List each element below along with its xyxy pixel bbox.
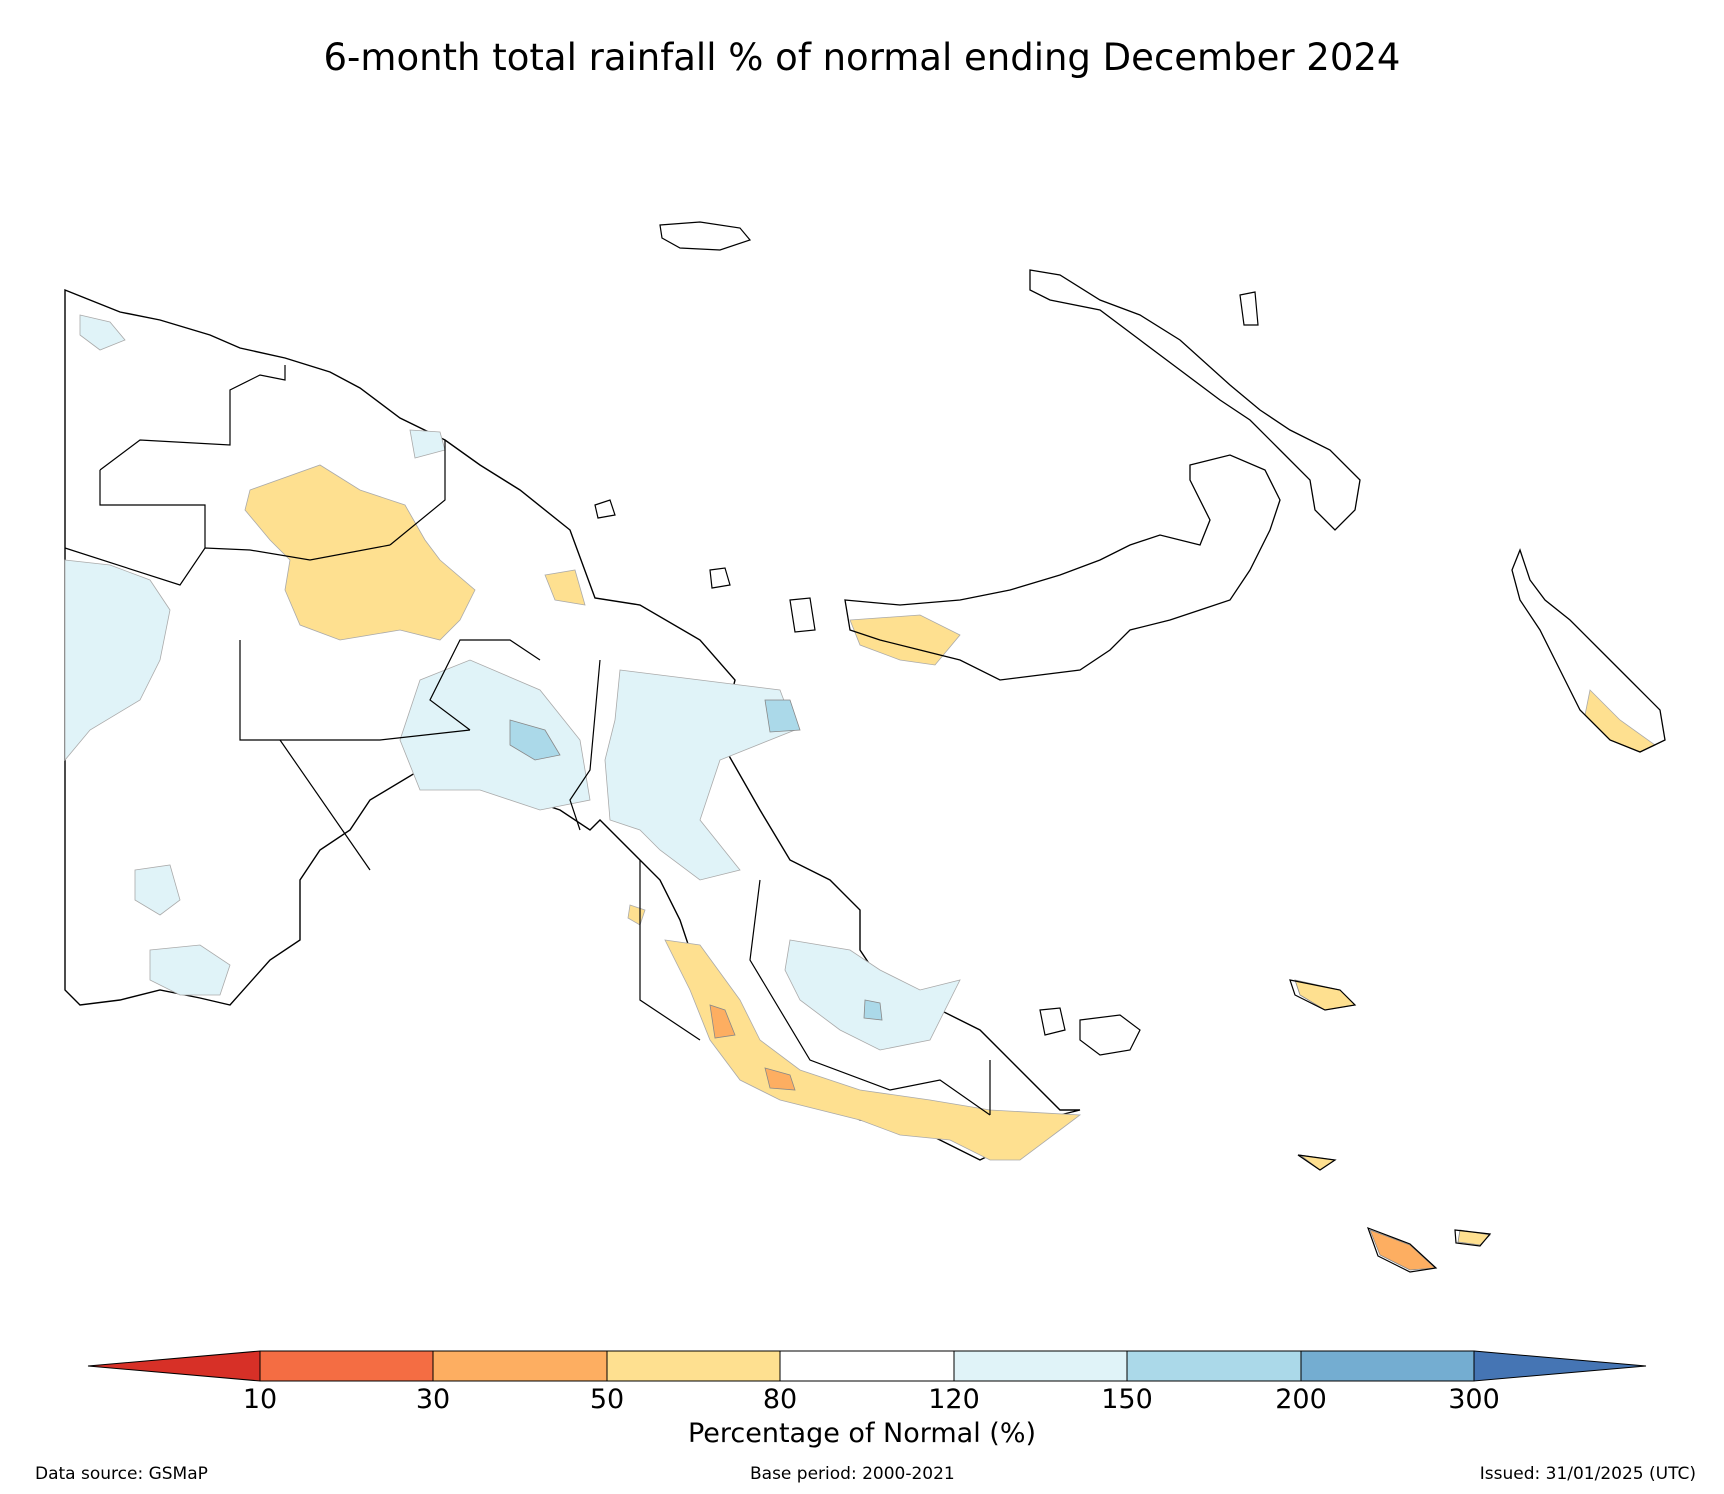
very-wet-area-2	[764, 699, 801, 733]
dry-area-east-coast	[664, 939, 1082, 1161]
very-dry-area-2	[764, 1067, 796, 1091]
very-wet-area-3	[863, 999, 883, 1021]
island-karkar	[594, 499, 616, 519]
wet-area-top-left	[79, 314, 126, 351]
colorbar-tick: 300	[1448, 1384, 1500, 1415]
new-ireland-outline	[1029, 269, 1361, 531]
wet-area-north-coast	[604, 669, 796, 881]
colorbar-bin-10-30	[259, 1350, 434, 1382]
colorbar-tick: 10	[242, 1384, 278, 1415]
wet-area-central	[399, 659, 591, 811]
bougainville-outline	[1511, 548, 1666, 753]
island-feni	[1239, 291, 1259, 326]
wet-area-south	[149, 944, 231, 996]
colorbar-tick: 200	[1275, 1384, 1327, 1415]
base-period: Base period: 2000-2021	[750, 1464, 955, 1484]
wet-area-southwest	[134, 864, 181, 916]
colorbar-bin-120-150	[953, 1350, 1128, 1382]
island-tagula	[1366, 1226, 1438, 1273]
manus-outline	[659, 221, 752, 251]
map-title: 6-month total rainfall % of normal endin…	[323, 36, 1401, 79]
colorbar-tick: 50	[589, 1384, 625, 1415]
colorbar-tick: 30	[415, 1384, 451, 1415]
colorbar-bin-above-300	[1473, 1350, 1647, 1382]
dry-area-small-1	[544, 569, 586, 606]
island-fergusson	[1079, 1014, 1141, 1056]
colorbar-bin-200-300	[1300, 1350, 1475, 1382]
colorbar-bin-50-80	[606, 1350, 781, 1382]
island-rossel	[1454, 1229, 1492, 1247]
dry-area-highlands	[244, 464, 476, 641]
colorbar-label: Percentage of Normal (%)	[687, 1418, 1037, 1449]
very-wet-area-1	[509, 719, 561, 761]
province-boundaries	[64, 365, 991, 1116]
colorbar-tick: 120	[928, 1384, 980, 1415]
island-goodenough	[1039, 1007, 1066, 1036]
data-source: Data source: GSMaP	[35, 1464, 208, 1484]
wet-area-west	[64, 559, 171, 762]
new-britain-outline	[844, 454, 1281, 681]
issued-date: Issued: 31/01/2025 (UTC)	[1479, 1464, 1696, 1484]
colorbar-bin-below-10	[87, 1350, 261, 1382]
colorbar-bin-30-50	[432, 1350, 608, 1382]
island-umboi	[789, 597, 816, 633]
wet-area-southeast	[784, 939, 961, 1051]
colorbar-tick: 150	[1101, 1384, 1153, 1415]
very-dry-area-1	[709, 1004, 736, 1039]
island-long	[709, 567, 731, 589]
very-dry-area-3	[1369, 1229, 1436, 1271]
colorbar-bin-80-120	[779, 1350, 955, 1382]
island-misima	[1297, 1154, 1337, 1171]
colorbar-tick: 80	[762, 1384, 798, 1415]
island-woodlark	[1289, 979, 1357, 1011]
colorbar-bin-150-200	[1126, 1350, 1302, 1382]
